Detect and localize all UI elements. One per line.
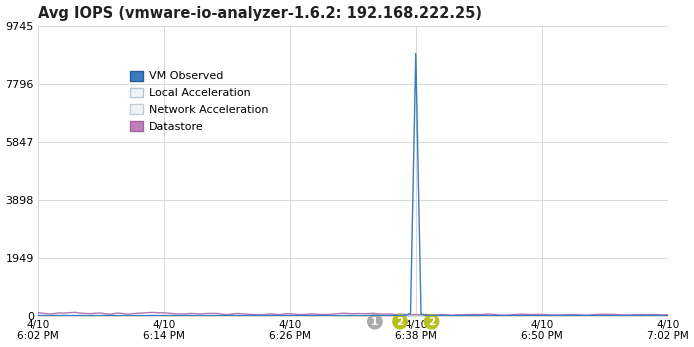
Text: 2: 2 [396, 316, 404, 327]
Text: 2: 2 [428, 316, 435, 327]
Legend: VM Observed, Local Acceleration, Network Acceleration, Datastore: VM Observed, Local Acceleration, Network… [126, 66, 273, 137]
Text: 1: 1 [371, 316, 378, 327]
Text: Avg IOPS (vmware-io-analyzer-1.6.2: 192.168.222.25): Avg IOPS (vmware-io-analyzer-1.6.2: 192.… [38, 6, 482, 20]
